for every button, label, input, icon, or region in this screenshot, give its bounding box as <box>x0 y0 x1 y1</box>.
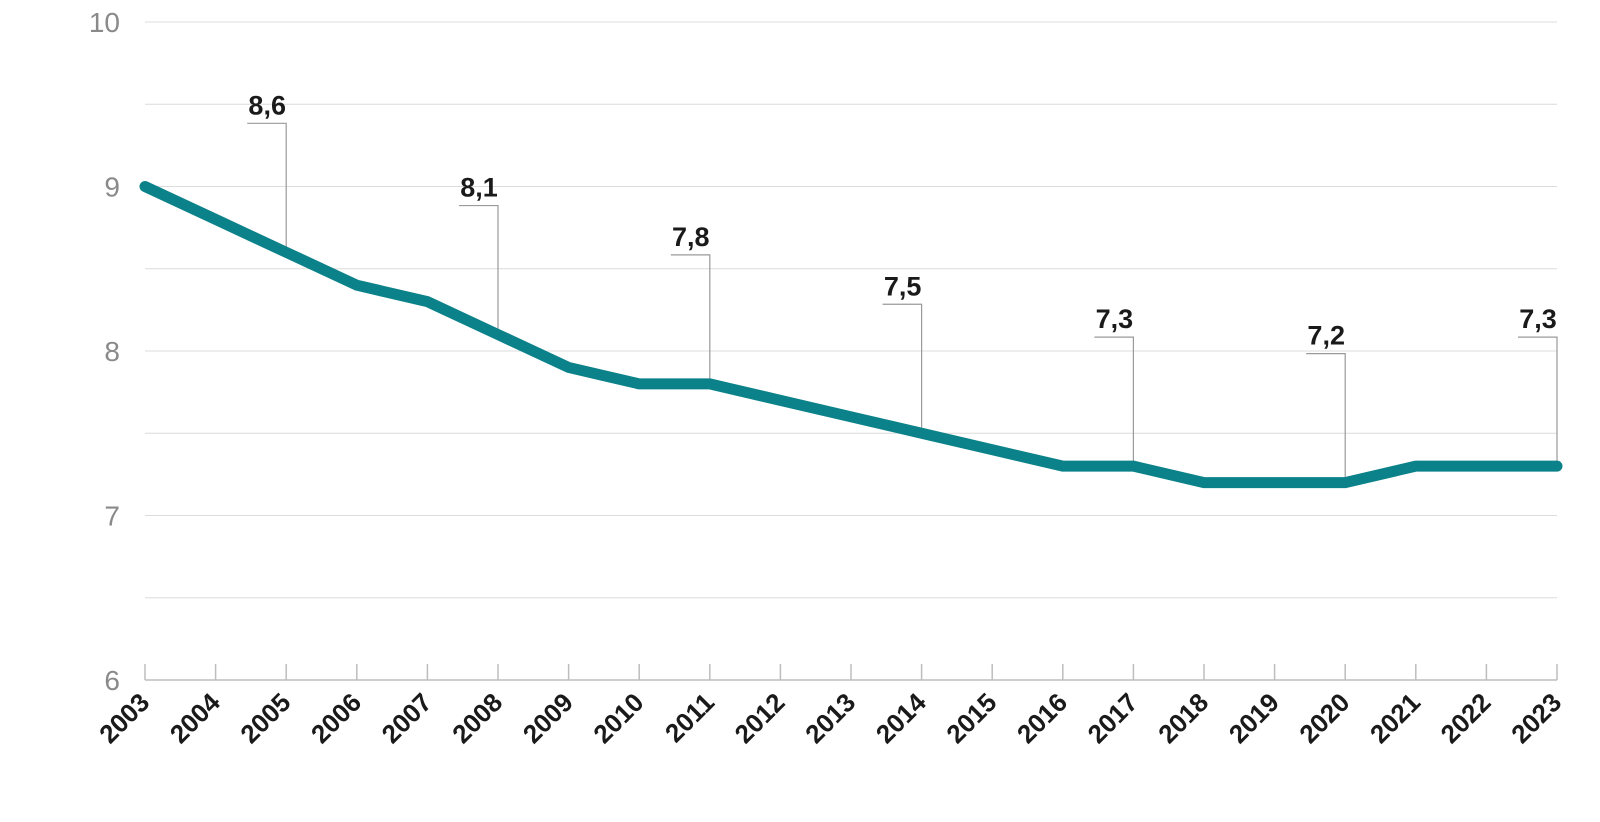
x-tick-label: 2006 <box>305 687 367 749</box>
x-tick-label: 2005 <box>234 687 296 749</box>
x-tick-label: 2022 <box>1435 687 1497 749</box>
series-layer <box>139 181 1563 489</box>
x-tick-label: 2003 <box>93 687 155 749</box>
x-tick-label: 2016 <box>1011 687 1073 749</box>
gridlines <box>145 21 1557 599</box>
y-tick-label: 10 <box>89 7 120 38</box>
x-tick-label: 2019 <box>1223 687 1285 749</box>
x-tick-label: 2021 <box>1364 687 1426 749</box>
annotation-leader <box>1518 336 1558 463</box>
x-tick-label: 2009 <box>517 687 579 749</box>
x-tick-label: 2013 <box>799 687 861 749</box>
data-label: 7,3 <box>1519 304 1557 334</box>
data-label: 7,2 <box>1307 321 1345 351</box>
x-tick-label: 2004 <box>164 687 226 749</box>
y-tick-label: 7 <box>104 501 120 532</box>
x-tick-label: 2011 <box>659 687 720 748</box>
x-tick-label: 2015 <box>940 687 1002 749</box>
x-tick-label: 2012 <box>729 687 791 749</box>
data-label: 8,6 <box>248 90 286 120</box>
x-tick-label: 2008 <box>446 687 508 749</box>
annotation-leader <box>459 204 499 331</box>
y-tick-label: 6 <box>104 665 120 696</box>
x-tick-label: 2010 <box>587 687 649 749</box>
x-tick-label: 2020 <box>1293 687 1355 749</box>
data-label: 7,3 <box>1096 304 1134 334</box>
data-label: 7,8 <box>672 222 710 252</box>
x-tick-label: 2023 <box>1505 687 1567 749</box>
annotation-leader <box>1094 336 1135 463</box>
annotation-leader <box>670 254 711 380</box>
annotation-leader <box>1306 353 1346 479</box>
x-axis: 2003 2004 2005 2006 2007 2008 2009 2010 2011 2012… <box>93 664 1567 749</box>
y-axis: 6 7 8 9 10 <box>89 7 120 696</box>
data-annotations: 8,6 8,1 7,8 7,5 7,3 7,2 7,3 <box>247 90 1558 479</box>
annotation-leader <box>882 303 923 430</box>
series-line <box>139 181 1563 489</box>
x-tick-label: 2014 <box>870 687 932 749</box>
annotation-leader <box>247 122 287 249</box>
x-tick-label: 2018 <box>1152 687 1214 749</box>
y-tick-label: 8 <box>104 336 120 367</box>
data-label: 7,5 <box>884 271 922 301</box>
data-label: 8,1 <box>460 173 498 203</box>
x-tick-label: 2017 <box>1082 687 1144 749</box>
y-tick-label: 9 <box>104 172 120 203</box>
x-tick-label: 2007 <box>376 687 438 749</box>
